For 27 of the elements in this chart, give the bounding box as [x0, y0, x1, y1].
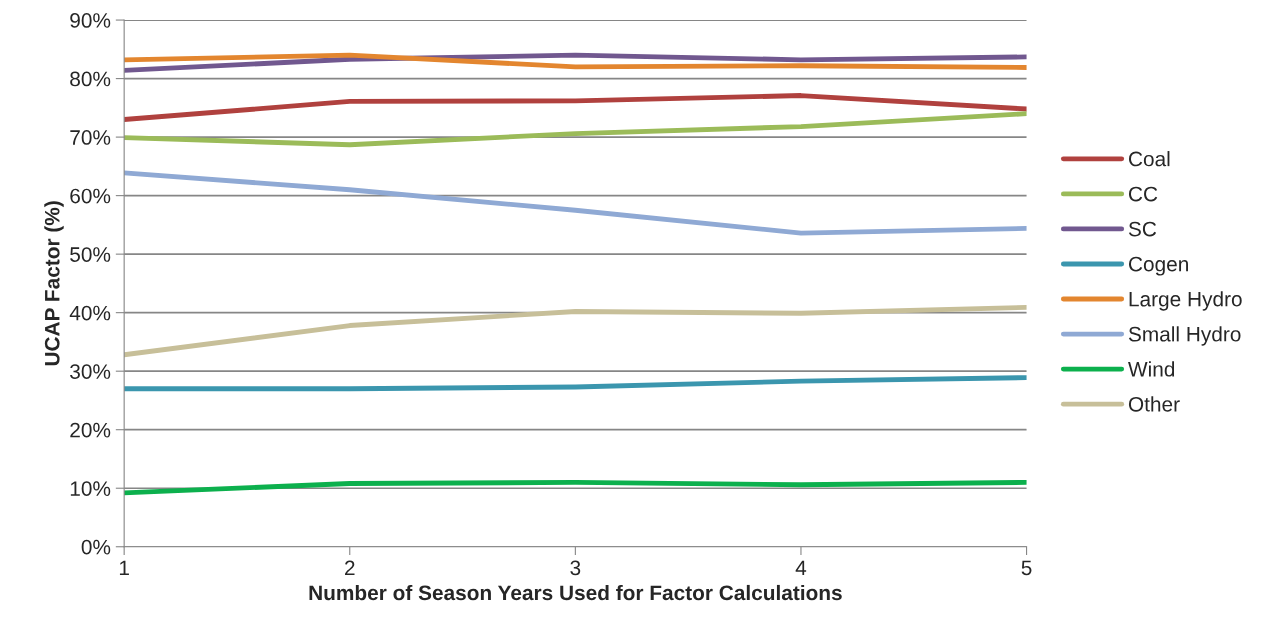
- x-tick-label: 2: [345, 560, 355, 576]
- x-tick-label: 4: [795, 560, 807, 576]
- y-tick-label: 40%: [69, 305, 111, 321]
- legend-label: Large Hydro: [1129, 291, 1242, 311]
- x-axis-title: Number of Season Years Used for Factor Calculations: [309, 584, 842, 601]
- x-tick-label: 1: [119, 560, 129, 576]
- y-tick-label: 90%: [70, 13, 111, 28]
- legend-label: Cogen: [1129, 256, 1188, 276]
- y-tick-label: 10%: [70, 481, 111, 496]
- legend-label: Other: [1128, 396, 1180, 412]
- y-tick-label: 20%: [70, 422, 111, 438]
- y-axis-title: UCAP Factor (%): [44, 201, 64, 366]
- y-tick-label: 80%: [70, 71, 111, 87]
- y-tick-label: 50%: [70, 247, 111, 262]
- legend-label: SC: [1128, 221, 1157, 237]
- line-series: [124, 375, 1027, 392]
- legend-label: Wind: [1128, 361, 1175, 377]
- x-tick-label: 5: [1021, 560, 1032, 576]
- legend-label: CC: [1129, 186, 1158, 202]
- line-series: [124, 93, 1027, 122]
- legend-label: Small Hydro: [1128, 326, 1241, 346]
- x-tick-label: 3: [570, 560, 581, 576]
- y-tick-label: 60%: [70, 188, 111, 204]
- y-tick-label: 30%: [70, 364, 111, 379]
- legend-label: Coal: [1129, 151, 1170, 167]
- y-tick-label: 70%: [70, 130, 111, 145]
- y-tick-label: 0%: [81, 539, 111, 555]
